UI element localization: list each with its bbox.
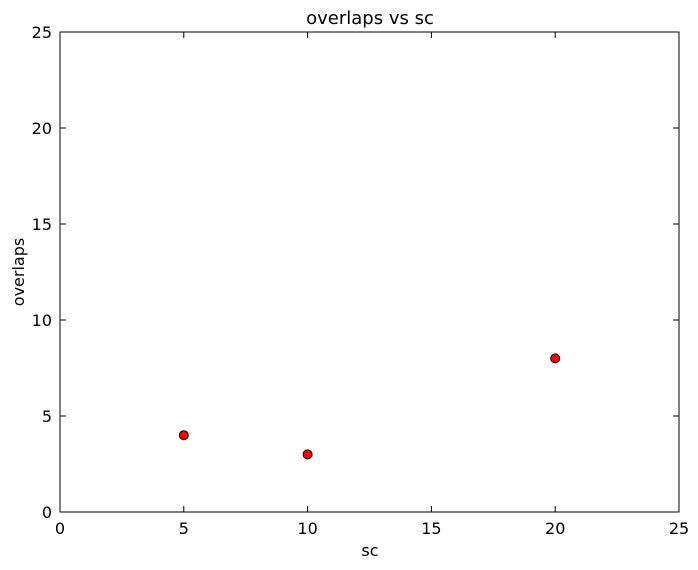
plot-frame xyxy=(59,31,680,513)
data-point xyxy=(178,430,189,441)
chart-title: overlaps vs sc xyxy=(306,8,434,29)
data-point xyxy=(302,449,313,460)
x-tick-label: 25 xyxy=(669,519,689,538)
y-tick-label: 15 xyxy=(32,215,52,234)
x-tick-label: 20 xyxy=(545,519,565,538)
x-axis-label: sc xyxy=(361,541,378,560)
y-axis-label: overlaps xyxy=(9,238,28,306)
y-tick-label: 5 xyxy=(42,407,52,426)
y-tick-label: 20 xyxy=(32,119,52,138)
x-tick-label: 0 xyxy=(55,519,65,538)
data-points xyxy=(178,353,561,460)
x-tick-label: 5 xyxy=(179,519,189,538)
y-tick-label: 25 xyxy=(32,23,52,42)
y-tick-label: 10 xyxy=(32,311,52,330)
y-tick-label: 0 xyxy=(42,503,52,522)
axis-ticks: 0 5 10 15 20 25 0 5 10 15 20 25 xyxy=(32,23,690,538)
x-tick-label: 10 xyxy=(297,519,317,538)
x-tick-label: 15 xyxy=(421,519,441,538)
data-point xyxy=(550,353,561,364)
